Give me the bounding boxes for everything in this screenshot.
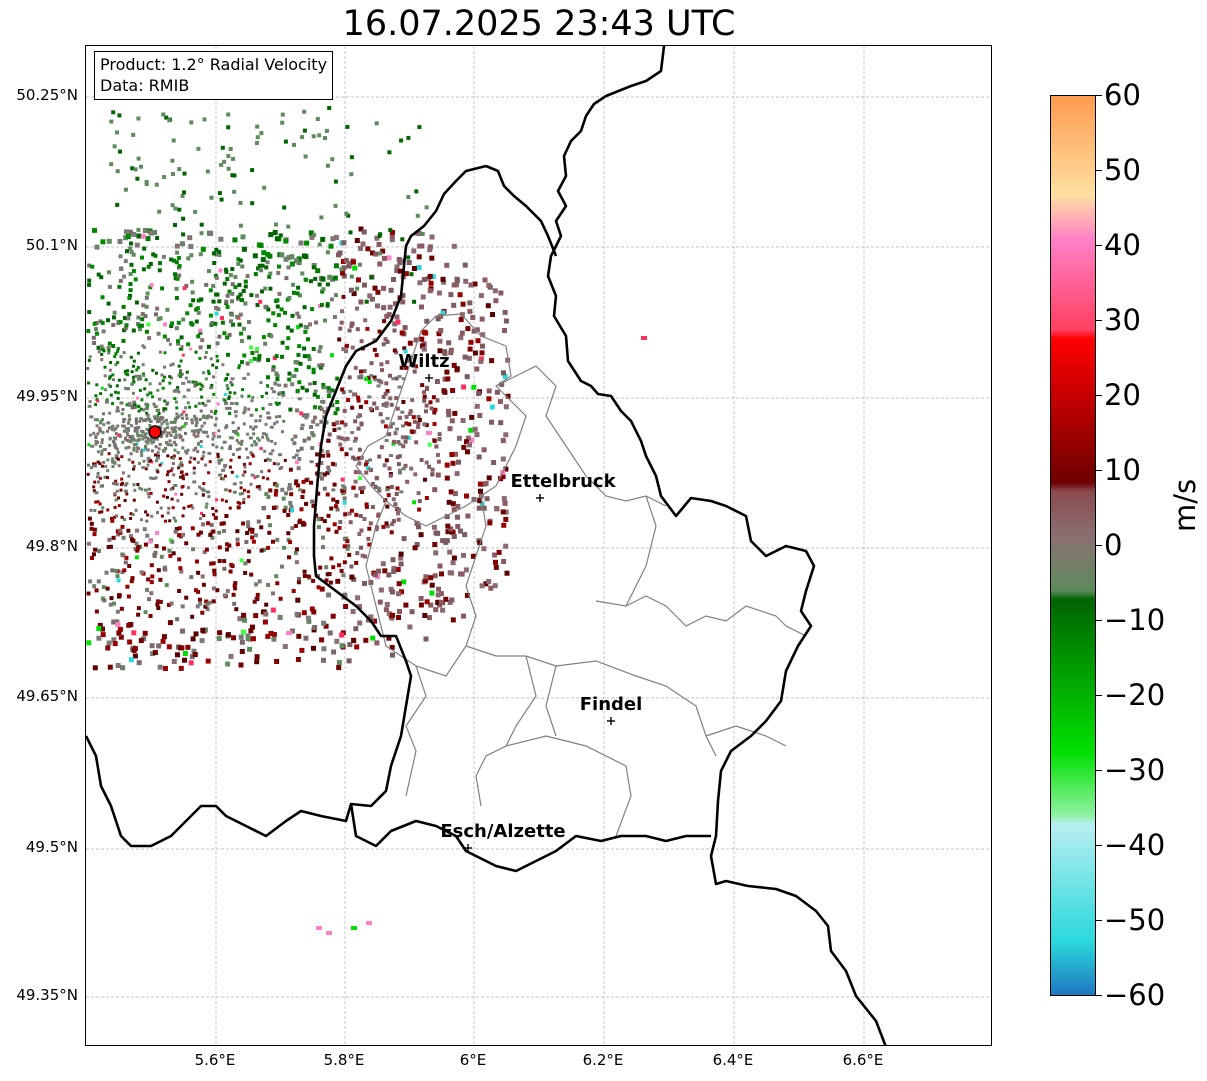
map-title: 16.07.2025 23:43 UTC: [342, 4, 736, 44]
city-marker-esch: [464, 844, 472, 852]
lat-label: 49.95°N: [16, 387, 78, 405]
colorbar-unit: m/s: [1168, 478, 1202, 532]
colorbar-tick-mark: [1096, 995, 1102, 996]
colorbar-tick-label: 10: [1104, 453, 1141, 487]
colorbar-tick-mark: [1096, 95, 1102, 96]
city-label-esch: Esch/Alzette: [440, 821, 566, 842]
velocity-colorbar: [1050, 95, 1096, 996]
map-canvas: [86, 46, 991, 1045]
colorbar-tick-label: 0: [1104, 528, 1123, 562]
colorbar-tick-label: −40: [1104, 828, 1166, 862]
city-label-wiltz: Wiltz: [398, 351, 450, 372]
lat-label: 49.8°N: [25, 537, 78, 555]
country-borders: [86, 46, 887, 1045]
colorbar-tick-mark: [1096, 470, 1102, 471]
data-source-text: Data: RMIB: [100, 76, 190, 95]
colorbar-tick-label: −30: [1104, 753, 1166, 787]
colorbar-tick-mark: [1096, 770, 1102, 771]
lat-label: 49.65°N: [16, 687, 78, 705]
city-marker-ettelbruck: [536, 494, 544, 502]
colorbar-tick-label: −50: [1104, 903, 1166, 937]
lon-label: 6°E: [459, 1051, 487, 1069]
city-markers: [425, 374, 615, 852]
colorbar-tick-mark: [1096, 170, 1102, 171]
colorbar-tick-mark: [1096, 395, 1102, 396]
colorbar-tick-mark: [1096, 545, 1102, 546]
colorbar-tick-label: 40: [1104, 228, 1141, 262]
lon-label: 6.4°E: [712, 1051, 754, 1069]
radar-echoes: [86, 106, 647, 935]
gridlines: [86, 46, 991, 1045]
colorbar-tick-mark: [1096, 620, 1102, 621]
colorbar-tick-mark: [1096, 845, 1102, 846]
colorbar-tick-label: −60: [1104, 978, 1166, 1012]
info-box: Product: 1.2° Radial Velocity Data: RMIB: [94, 51, 334, 100]
colorbar-tick-label: 60: [1104, 78, 1141, 112]
lat-label: 49.5°N: [25, 838, 78, 856]
colorbar-tick-label: −10: [1104, 603, 1166, 637]
lon-label: 6.2°E: [582, 1051, 624, 1069]
lon-label: 5.8°E: [323, 1051, 365, 1069]
city-marker-findel: [607, 717, 615, 725]
lon-label: 5.6°E: [194, 1051, 236, 1069]
map-panel[interactable]: [85, 45, 992, 1046]
colorbar-tick-label: 20: [1104, 378, 1141, 412]
lon-label: 6.6°E: [842, 1051, 884, 1069]
product-text: Product: 1.2° Radial Velocity: [100, 55, 328, 74]
city-label-ettelbruck: Ettelbruck: [510, 471, 616, 492]
colorbar-tick-label: 30: [1104, 303, 1141, 337]
colorbar-tick-mark: [1096, 320, 1102, 321]
canton-borders: [355, 313, 807, 837]
colorbar-tick-mark: [1096, 695, 1102, 696]
lat-label: 49.35°N: [16, 986, 78, 1004]
colorbar-tick-label: −20: [1104, 678, 1166, 712]
colorbar-tick-mark: [1096, 245, 1102, 246]
colorbar-tick-label: 50: [1104, 153, 1141, 187]
colorbar-tick-mark: [1096, 920, 1102, 921]
radar-site-marker: [148, 425, 162, 439]
lat-label: 50.25°N: [16, 86, 78, 104]
city-label-findel: Findel: [579, 694, 643, 715]
lat-label: 50.1°N: [25, 236, 78, 254]
city-marker-wiltz: [425, 374, 433, 382]
